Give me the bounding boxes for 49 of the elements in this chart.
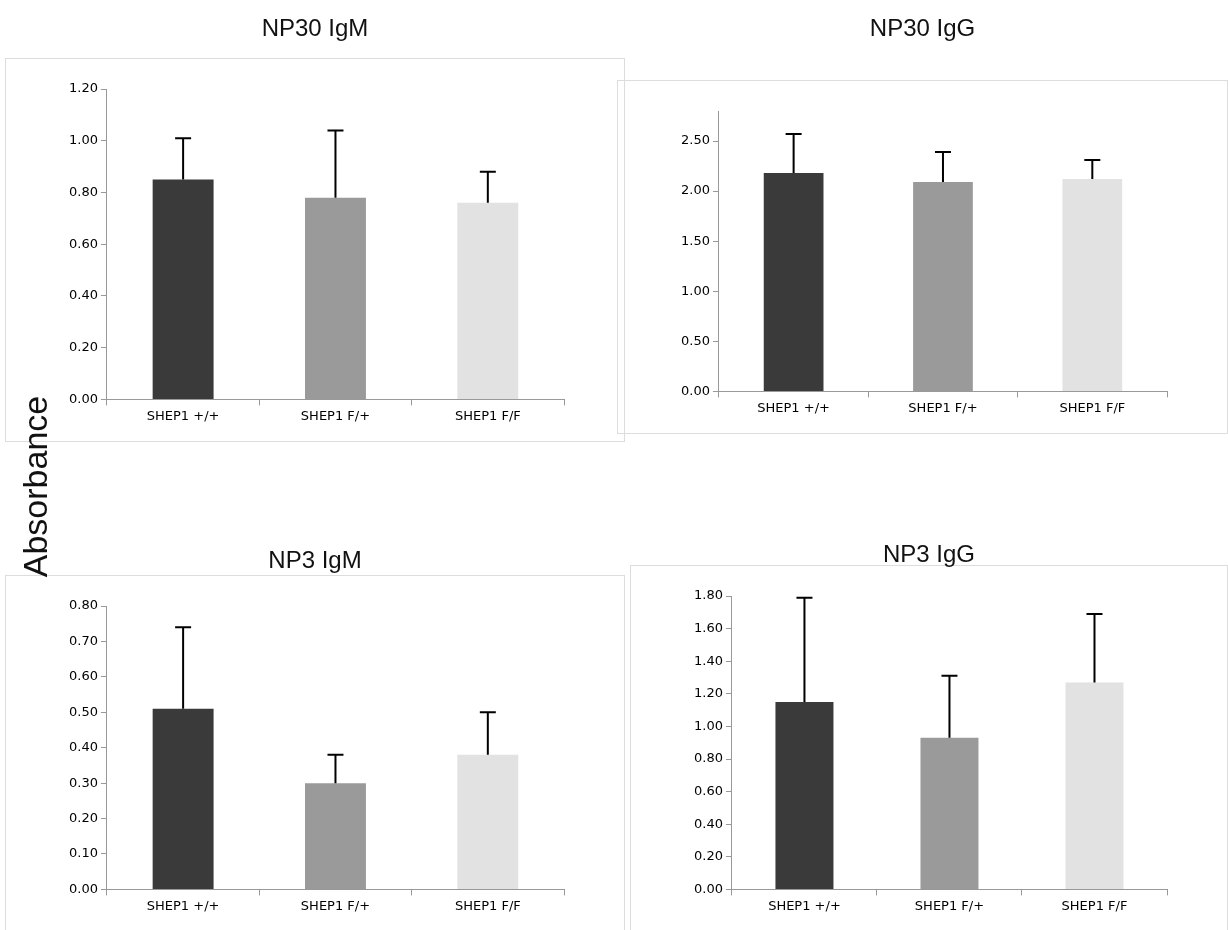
y-tick-label: 0.40 (68, 739, 98, 755)
y-tick-label: 0.80 (68, 183, 98, 199)
x-tick-label: SHEP1 F/F (1059, 399, 1126, 415)
y-tick-label: 0.40 (68, 287, 98, 303)
y-tick-label: 1.80 (693, 587, 723, 603)
x-tick-label: SHEP1 F/F (454, 897, 521, 913)
y-tick-label: 1.50 (680, 232, 710, 248)
y-tick-label: 0.50 (680, 332, 710, 348)
x-tick-label: SHEP1 F/+ (914, 897, 985, 913)
chart-title: NP3 IgG (881, 540, 976, 568)
y-tick-label: 0.00 (68, 390, 98, 406)
y-tick-label: 0.50 (68, 703, 98, 719)
y-tick-label: 0.60 (68, 668, 98, 684)
y-axis-title: Absorbance (15, 394, 55, 580)
y-tick-label: 0.30 (68, 774, 98, 790)
y-tick-label: 0.00 (68, 880, 98, 896)
x-tick-label: SHEP1 F/F (454, 407, 521, 423)
y-tick-label: 2.00 (680, 182, 710, 198)
chart-title: NP30 IgG (868, 14, 977, 42)
y-tick-label: 0.60 (68, 235, 98, 251)
x-tick-label: SHEP1 +/+ (757, 399, 830, 415)
y-tick-label: 1.20 (693, 685, 723, 701)
x-tick-label: SHEP1 +/+ (146, 407, 220, 423)
y-tick-label: 1.00 (68, 132, 98, 148)
y-tick-label: 0.10 (68, 845, 98, 861)
y-tick-label: 1.00 (680, 282, 710, 298)
y-tick-label: 2.50 (680, 132, 710, 148)
x-tick-label: SHEP1 F/+ (300, 897, 371, 913)
x-tick-label: SHEP1 +/+ (768, 897, 841, 913)
chart-title: NP3 IgM (268, 546, 362, 573)
y-tick-label: 0.00 (680, 382, 710, 398)
y-tick-label: 0.00 (693, 880, 723, 896)
x-tick-label: SHEP1 +/+ (146, 897, 220, 913)
y-tick-label: 1.40 (693, 652, 723, 668)
chart-title: NP30 IgM (260, 14, 370, 42)
y-tick-label: 0.40 (693, 815, 723, 831)
y-tick-label: 0.20 (68, 809, 98, 825)
y-tick-label: 0.20 (693, 848, 723, 864)
y-tick-label: 1.60 (693, 619, 723, 635)
y-tick-label: 0.70 (68, 632, 98, 648)
y-tick-label: 0.60 (693, 782, 723, 798)
x-tick-label: SHEP1 F/+ (300, 407, 371, 423)
y-tick-label: 0.80 (693, 750, 723, 766)
x-tick-label: SHEP1 F/F (1061, 897, 1128, 913)
y-tick-label: 0.80 (68, 597, 98, 613)
y-tick-label: 0.20 (68, 339, 98, 355)
x-tick-label: SHEP1 F/+ (908, 399, 978, 415)
y-tick-label: 1.00 (693, 717, 723, 733)
y-tick-label: 1.20 (68, 80, 98, 96)
